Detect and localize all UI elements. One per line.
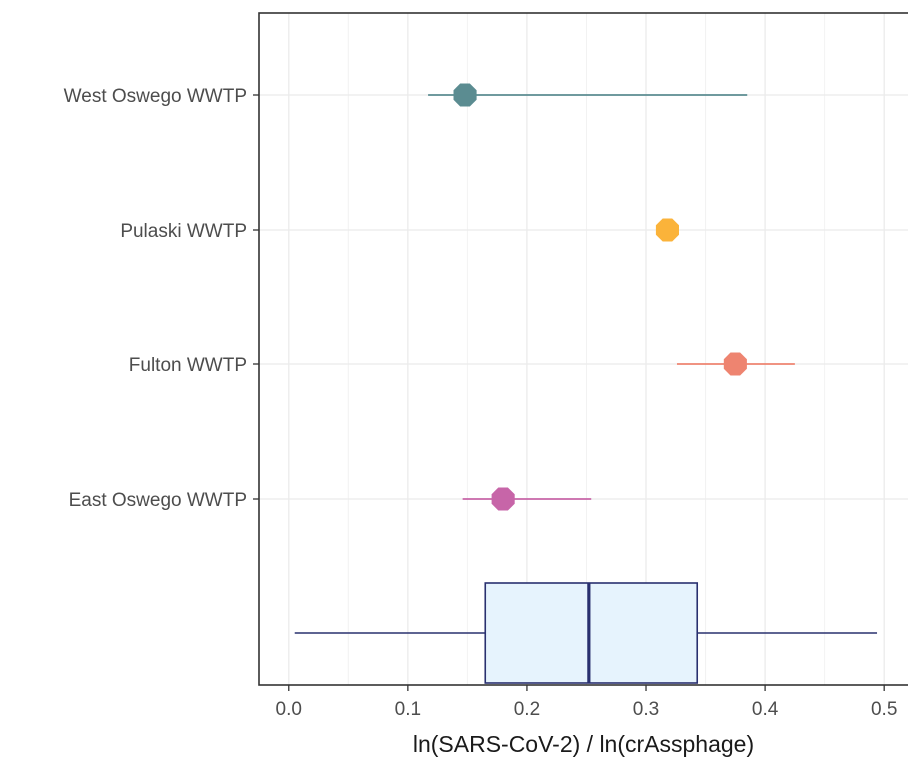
x-tick-label: 0.5: [871, 699, 897, 720]
point-estimate: [453, 83, 477, 107]
panel-border: [258, 12, 908, 686]
x-tick-label: 0.1: [395, 699, 421, 720]
point-estimate: [723, 352, 747, 376]
y-tick-label: West Oswego WWTP: [64, 86, 247, 107]
x-tick-label: 0.0: [276, 699, 302, 720]
x-tick-label: 0.3: [633, 699, 659, 720]
point-estimate: [491, 487, 515, 511]
x-axis: 0.0 0.1 0.2 0.3 0.4 0.5: [276, 685, 897, 720]
y-tick-label: Pulaski WWTP: [120, 221, 247, 242]
series-layer: [428, 83, 795, 511]
grid-minor: [347, 13, 826, 685]
x-tick-label: 0.2: [514, 699, 540, 720]
x-axis-title: ln(SARS-CoV-2) / ln(crAssphage): [413, 731, 754, 757]
x-tick-label: 0.4: [752, 699, 779, 720]
y-tick-label: East Oswego WWTP: [69, 490, 247, 511]
boxplot-box: [484, 582, 699, 684]
y-axis: West Oswego WWTP Pulaski WWTP Fulton WWTP E…: [64, 86, 259, 511]
grid-major: [259, 13, 908, 685]
boxplot: [294, 582, 878, 684]
point-estimate: [655, 218, 679, 242]
y-tick-label: Fulton WWTP: [129, 355, 247, 376]
